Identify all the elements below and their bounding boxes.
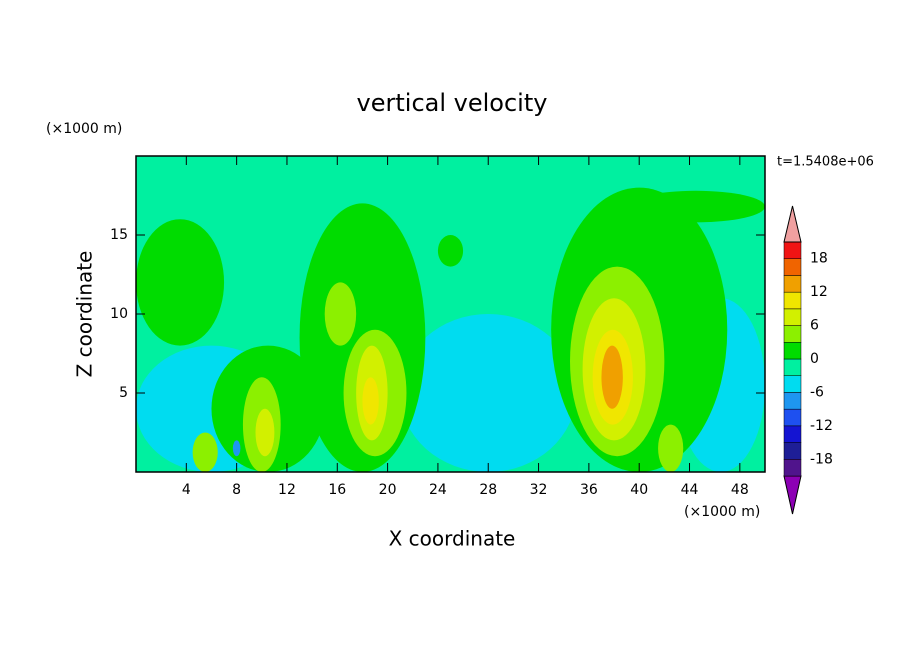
colorbar-label: -6 [810,384,824,400]
x-tick-label: 48 [731,482,749,498]
contour-region [232,440,241,457]
colorbar-box [783,358,802,376]
colorbar-box [783,459,802,477]
x-tick-label: 16 [328,482,346,498]
x-tick-label: 4 [182,482,191,498]
colorbar-label: -18 [810,451,833,467]
x-tick-label: 36 [580,482,598,498]
colorbar-box [783,392,802,410]
time-annotation: t=1.5408e+06 [777,155,874,170]
x-tick-label: 20 [379,482,397,498]
colorbar-box [783,408,802,427]
colorbar-box [783,442,802,460]
x-tick-label: 28 [479,482,497,498]
contour-region [658,424,684,472]
x-tick-label: 44 [681,482,699,498]
colorbar-under [783,475,802,515]
contour-region [437,235,464,267]
colorbar-box [783,291,802,310]
colorbar-box [783,325,802,343]
x-tick-label: 12 [278,482,296,498]
contour-region [601,345,623,409]
colorbar-label: -12 [810,418,833,434]
colorbar-box [783,275,802,293]
colorbar-label: 6 [810,318,819,334]
colorbar-label: 0 [810,351,819,367]
contour-region [255,408,275,457]
x-tick-label: 40 [630,482,648,498]
contour-region [626,190,765,223]
y-unit: (×1000 m) [46,121,122,137]
colorbar-box [783,308,802,326]
y-tick-label: 5 [119,385,128,401]
colorbar-box [783,241,802,259]
chart-title: vertical velocity [357,89,548,117]
colorbar-box [783,425,802,443]
contour-region [362,377,379,425]
colorbar-over [783,205,802,243]
contour-region [324,282,357,346]
colorbar-label: 12 [810,284,828,300]
colorbar-box [783,375,802,393]
colorbar-label: 18 [810,251,828,267]
x-tick-label: 24 [429,482,447,498]
x-unit: (×1000 m) [684,504,760,520]
y-tick-label: 10 [110,306,128,322]
x-label: X coordinate [389,527,516,551]
colorbar-box [783,258,802,276]
contour-region [192,432,218,472]
contour-region [400,314,577,472]
y-label: Z coordinate [73,251,97,378]
y-tick-label: 15 [110,227,128,243]
contour-region [136,219,225,346]
x-tick-label: 8 [232,482,241,498]
x-tick-label: 32 [530,482,548,498]
colorbar-box [783,342,802,360]
